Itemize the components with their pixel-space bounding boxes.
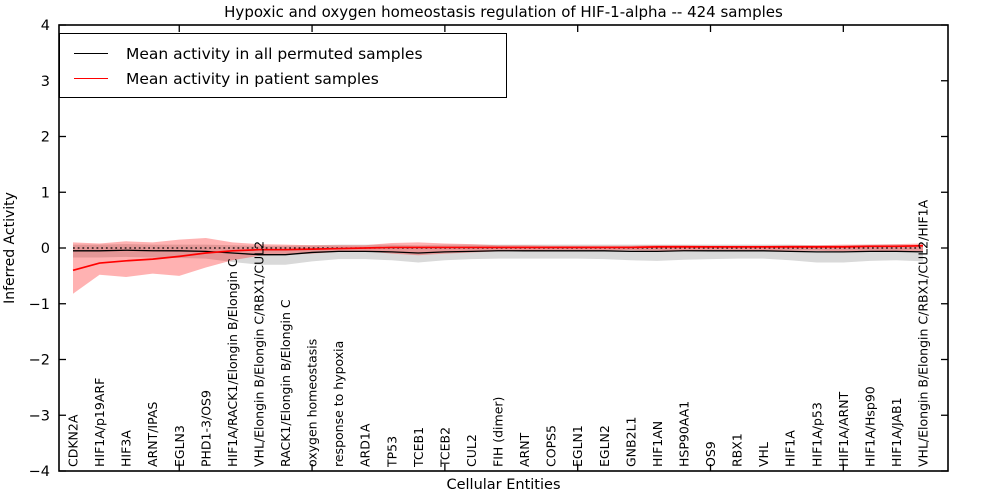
category-label: HIF1A/p19ARF: [92, 378, 107, 467]
category-label: HIF1A/ARNT: [836, 391, 851, 467]
patient-mean-line: [72, 244, 924, 272]
category-label: HIF1A: [783, 430, 798, 467]
category-label: VHL/Elongin B/Elongin C/RBX1/CUL2: [251, 241, 266, 467]
category-label: TCEB2: [437, 427, 452, 468]
category-label: HIF1AN: [650, 421, 665, 467]
y-tick-label: 1: [41, 185, 50, 201]
category-label: ARNT: [517, 432, 532, 467]
category-label: HSP90AA1: [676, 401, 691, 467]
category-label: OS9: [703, 441, 718, 467]
legend-label: Mean activity in all permuted samples: [126, 44, 423, 63]
category-label: RBX1: [730, 433, 745, 467]
y-tick-label: 0: [41, 241, 50, 257]
patient-confidence-band: [73, 237, 923, 294]
x-axis-label: Cellular Entities: [446, 477, 561, 493]
category-label: RACK1/Elongin B/Elongin C: [278, 299, 293, 467]
y-tick-label: 2: [41, 130, 50, 146]
y-tick-label: −4: [29, 464, 50, 480]
category-label: TP53: [384, 436, 399, 468]
category-label: EGLN3: [172, 425, 187, 467]
category-label: TCEB1: [411, 427, 426, 468]
category-label: ARD1A: [358, 423, 373, 467]
category-label: CUL2: [464, 434, 479, 467]
category-label: GNB2L1: [623, 417, 638, 467]
category-label: oxygen homeostasis: [305, 339, 320, 467]
category-label: response to hypoxia: [331, 341, 346, 467]
category-label: EGLN1: [570, 425, 585, 467]
black-line-swatch-icon: [74, 53, 108, 54]
chart-title: Hypoxic and oxygen homeostasis regulatio…: [224, 3, 783, 21]
category-label: HIF1A/RACK1/Elongin B/Elongin C: [225, 258, 240, 467]
legend-item-permuted: Mean activity in all permuted samples: [74, 41, 506, 66]
legend-item-patient: Mean activity in patient samples: [74, 66, 506, 91]
y-axis-label: Inferred Activity: [2, 192, 18, 304]
legend: Mean activity in all permuted samples Me…: [59, 33, 507, 98]
category-label: VHL: [756, 442, 771, 467]
category-label: HIF1A/JAB1: [889, 397, 904, 467]
category-label: VHL/Elongin B/Elongin C/RBX1/CUL2/HIF1A: [916, 199, 931, 467]
category-label: HIF3A: [119, 430, 134, 467]
y-tick-label: 4: [41, 18, 50, 34]
category-label: FIH (dimer): [491, 397, 506, 467]
y-tick-label: −1: [29, 297, 50, 313]
y-tick-label: −3: [29, 408, 50, 424]
y-tick-label: 3: [41, 74, 50, 90]
legend-label: Mean activity in patient samples: [126, 69, 379, 88]
category-label: EGLN2: [597, 425, 612, 467]
category-label: COPS5: [544, 425, 559, 467]
red-line-swatch-icon: [74, 78, 108, 79]
category-label: PHD1-3/OS9: [198, 390, 213, 467]
category-label: ARNT/IPAS: [145, 402, 160, 467]
y-tick-label: −2: [29, 353, 50, 369]
category-label: CDKN2A: [66, 414, 81, 467]
category-label: HIF1A/p53: [809, 402, 824, 467]
category-label: HIF1A/Hsp90: [862, 386, 877, 467]
